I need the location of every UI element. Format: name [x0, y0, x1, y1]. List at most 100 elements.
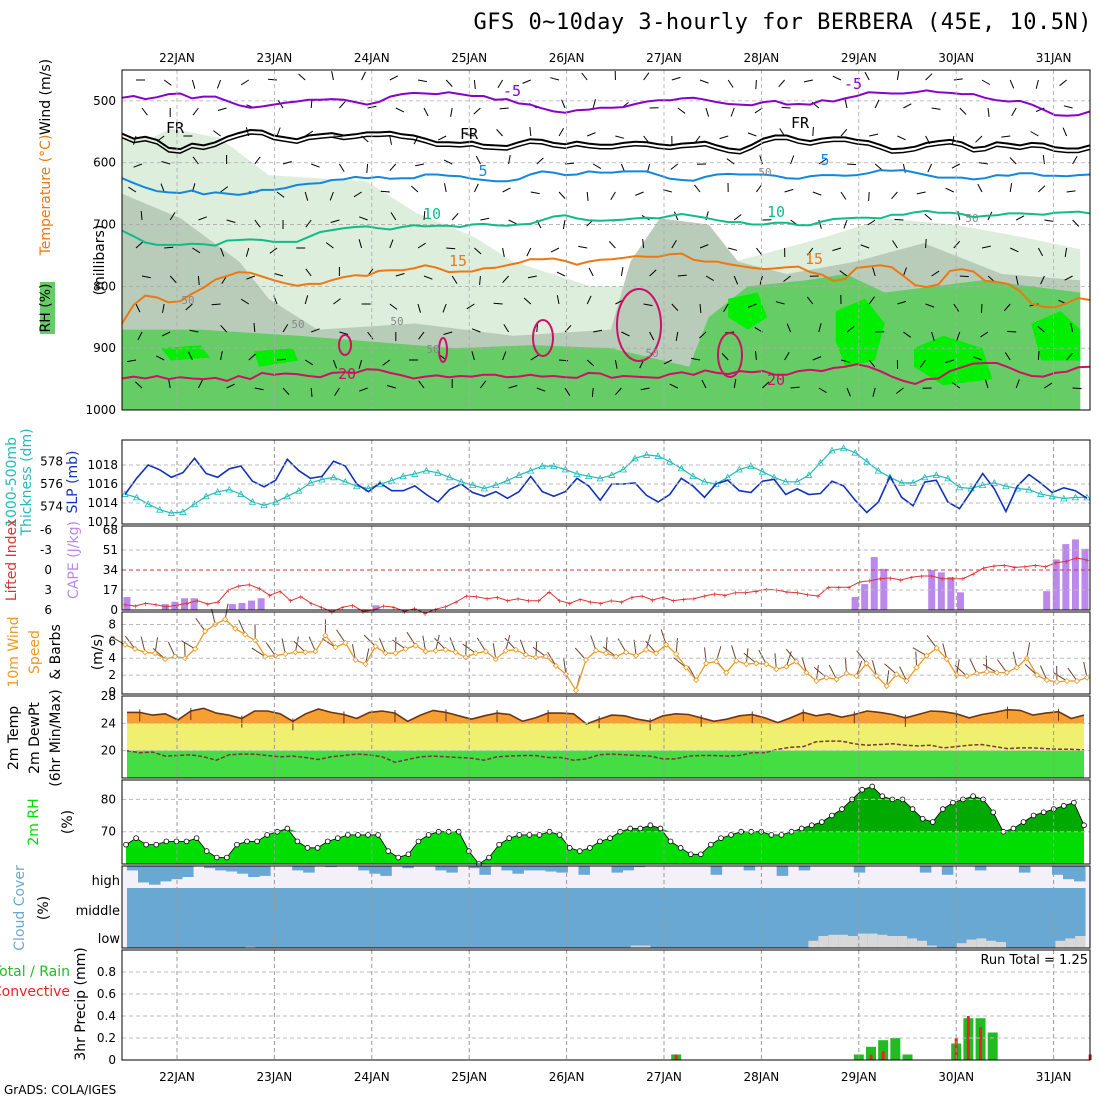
cloud-low-bar [986, 924, 997, 948]
date-tick-bottom: 26JAN [549, 1070, 585, 1084]
wind-barb [586, 359, 595, 367]
wind-barb [1064, 247, 1068, 257]
date-tick-bottom: 30JAN [938, 1070, 974, 1084]
wind-barb [386, 385, 396, 389]
rh-2m-point [627, 825, 634, 832]
rh-2m-point [909, 806, 916, 812]
slp-line [124, 457, 1088, 514]
cloud-middle-bar [424, 888, 436, 924]
wind-barb [473, 79, 476, 90]
cloud-low-bar [166, 924, 177, 948]
thickness-point [944, 474, 952, 482]
wind-barb [781, 106, 791, 109]
wind-barb [530, 191, 540, 195]
cloud-low-bar [324, 924, 335, 948]
cloud-high-bar [1062, 866, 1075, 880]
cape-bar [1071, 539, 1079, 610]
wind-barb [806, 296, 814, 305]
lifted-index-point: + [702, 592, 707, 601]
wind-barb-10m [365, 648, 370, 665]
wind-barb-10m [731, 645, 737, 661]
wind-barb-10m [785, 648, 797, 662]
wind-barb [818, 323, 822, 333]
cloud-high-bar [369, 866, 381, 874]
wind-barb [564, 324, 572, 333]
thickness-point [248, 498, 257, 505]
date-tick-top: 22JAN [159, 51, 195, 65]
wind-barb [1070, 323, 1074, 333]
isotherm-label: FR [791, 114, 810, 132]
date-tick-top: 29JAN [841, 51, 877, 65]
wind-barb-10m [379, 638, 387, 654]
wind-barb [1009, 247, 1019, 253]
wind-barb [526, 247, 532, 257]
rh-contour-label: 50 [426, 343, 439, 356]
thickness-point [132, 493, 141, 501]
wind-barb [226, 383, 235, 389]
precip-total-bar [878, 1040, 889, 1060]
cloud-middle-bar [512, 888, 524, 924]
wind-barb [586, 295, 592, 305]
wind-barb [443, 331, 453, 335]
cloud-middle-bar [556, 888, 568, 924]
cloud-high-bar [171, 866, 183, 880]
rh-2m-point [647, 822, 654, 829]
wind-barb [784, 352, 790, 361]
wind-10m-panel [110, 603, 1091, 694]
wind-barb [366, 163, 369, 174]
wind-barb [931, 270, 940, 277]
wind-barb [747, 303, 757, 308]
isotherm-label: -5 [844, 75, 862, 93]
wind-barb-10m [912, 647, 927, 657]
lifted-index-point: + [267, 591, 272, 600]
date-tick-bottom: 22JAN [159, 1070, 195, 1084]
li-tick: -3 [40, 543, 52, 557]
thickness-point [863, 457, 871, 465]
frame-cross [121, 69, 1091, 411]
isotherm-20-loop [616, 288, 662, 362]
wind-barb-10m [828, 664, 837, 680]
wind-barb-10m [660, 629, 667, 645]
panel-frames [121, 69, 1091, 1061]
lifted-index-point: + [743, 589, 748, 598]
thickness-point [1002, 482, 1010, 490]
wind-barb [282, 324, 289, 333]
wind-barb [423, 107, 429, 117]
thickness-point [179, 508, 187, 515]
cloud-middle-bar [215, 888, 227, 924]
wind-speed-point [282, 650, 289, 658]
wind-speed-point [512, 646, 519, 653]
wind-speed-point [222, 616, 229, 623]
thickness-point [677, 464, 686, 472]
wind-barb [155, 355, 165, 361]
cloud-high-bar [776, 866, 789, 876]
lifted-index-point: + [805, 591, 810, 600]
frame-temp [121, 695, 1091, 779]
wind-barb [550, 77, 560, 81]
cloud-low-clear [818, 936, 829, 948]
rh-2m-point [556, 832, 563, 838]
temp-tick: 24 [101, 716, 116, 730]
cloud-low-bar [601, 924, 612, 948]
wind-barb [691, 357, 701, 361]
wind-barb [723, 303, 729, 312]
cloud-low-bar [1055, 924, 1066, 948]
rh-2m-point [667, 838, 674, 845]
cloud-low-clear [917, 940, 928, 948]
cloud-low-bar [1015, 924, 1027, 948]
cloud-middle-bar [281, 888, 293, 924]
wind-barb [981, 245, 991, 249]
cloud-middle-bar [985, 888, 998, 924]
wind-barb [451, 212, 459, 221]
wind-barb [803, 79, 813, 83]
lifted-index-point: + [340, 603, 345, 612]
wind-barb [305, 268, 312, 277]
rh-2m-point [415, 838, 422, 845]
lifted-index-point: + [785, 588, 790, 597]
wind-barb-10m [602, 646, 617, 657]
temp-area [127, 708, 1084, 724]
thickness-point [469, 481, 477, 489]
cape-bar [870, 557, 878, 610]
date-tick-top: 27JAN [646, 51, 682, 65]
wind-barb [1063, 105, 1073, 109]
